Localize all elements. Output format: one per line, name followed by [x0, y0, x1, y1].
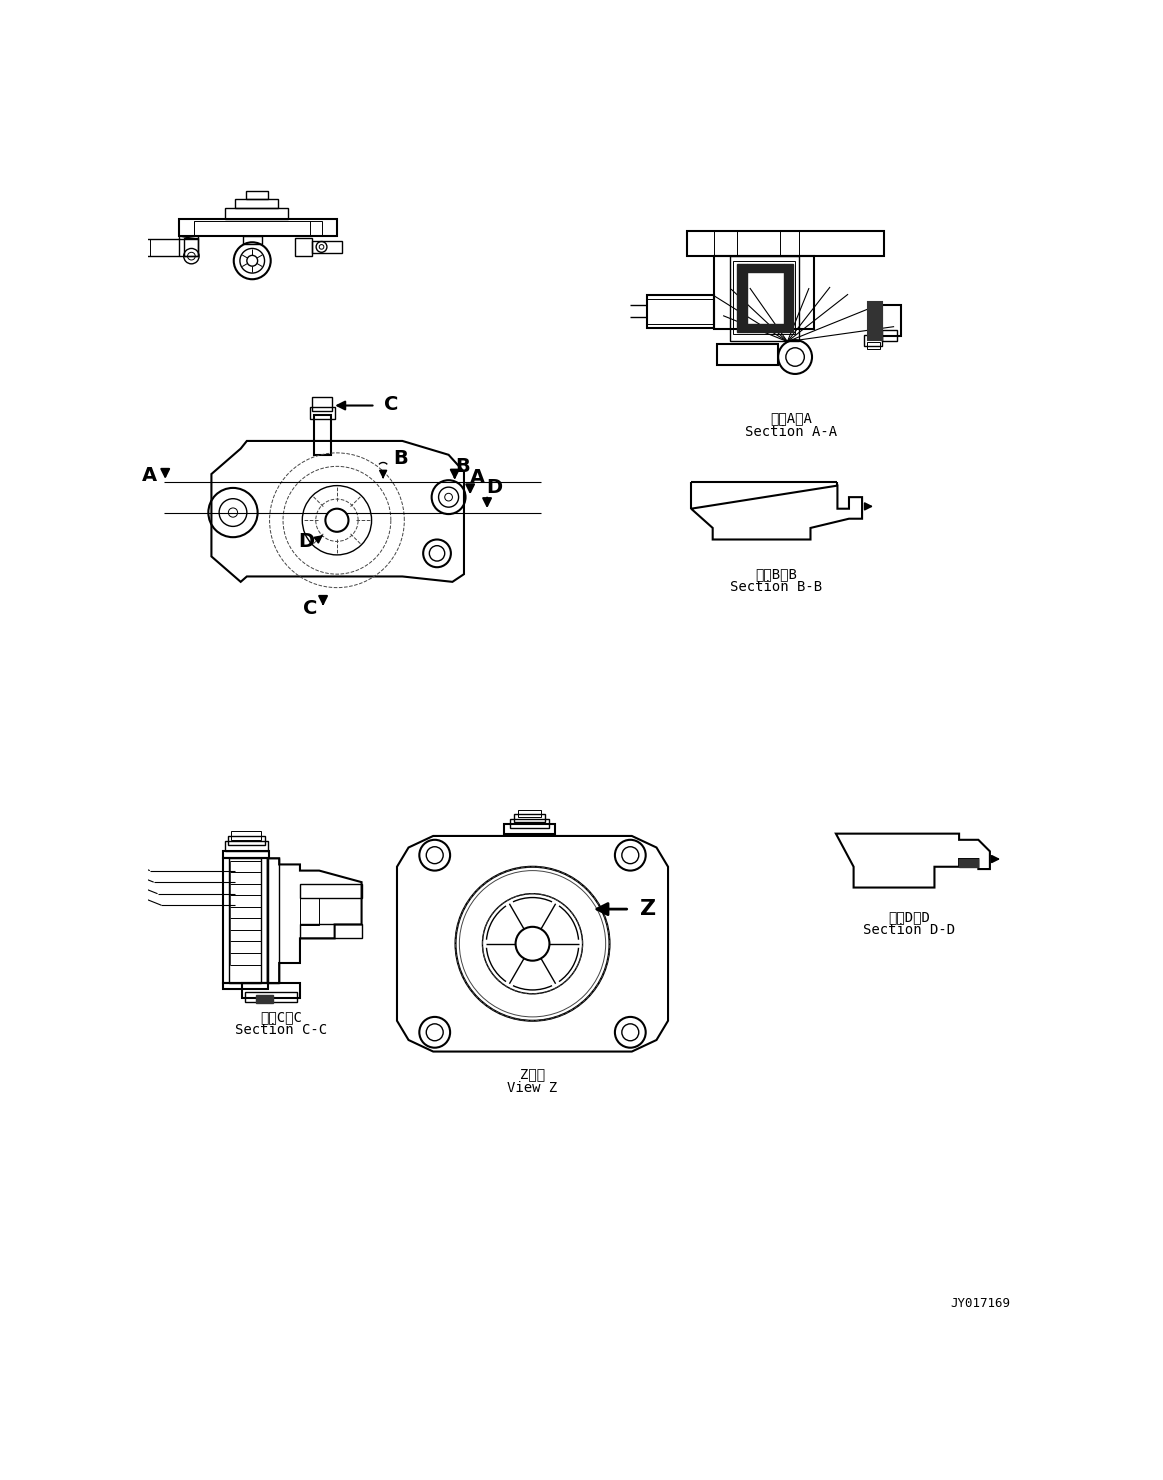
Bar — [648, 299, 714, 324]
Bar — [518, 810, 541, 817]
Bar — [243, 237, 262, 244]
Bar — [256, 996, 273, 1003]
Bar — [734, 260, 795, 334]
Bar — [267, 858, 279, 983]
Bar — [864, 336, 882, 346]
Bar — [959, 858, 978, 867]
Bar — [314, 414, 330, 454]
Bar — [737, 263, 747, 332]
Bar — [247, 191, 267, 200]
Bar — [223, 851, 269, 858]
Bar — [747, 324, 784, 332]
Bar — [714, 231, 737, 256]
Bar — [313, 397, 333, 411]
Bar — [244, 992, 297, 1002]
Text: 断面D－D: 断面D－D — [889, 910, 930, 924]
Bar — [141, 240, 199, 256]
Text: B: B — [455, 457, 470, 477]
Bar — [648, 296, 714, 327]
Bar — [300, 885, 362, 898]
Bar — [235, 200, 278, 209]
Bar — [504, 824, 555, 833]
Bar — [194, 221, 321, 234]
Bar — [784, 263, 793, 332]
Text: B: B — [393, 448, 408, 468]
Bar — [747, 263, 784, 271]
Text: Z: Z — [640, 898, 656, 919]
Bar — [511, 818, 549, 829]
Circle shape — [515, 926, 549, 961]
Text: C: C — [302, 599, 317, 619]
Bar — [869, 302, 882, 340]
Text: D: D — [487, 478, 502, 497]
Bar — [882, 330, 898, 340]
Bar — [300, 925, 362, 938]
Bar — [687, 231, 884, 256]
Bar — [242, 983, 300, 999]
Text: Section A-A: Section A-A — [745, 425, 837, 438]
Text: Section C-C: Section C-C — [235, 1023, 327, 1037]
Bar — [779, 231, 799, 256]
Bar — [866, 342, 879, 348]
Text: A: A — [470, 468, 485, 487]
Text: View Z: View Z — [507, 1080, 557, 1095]
Bar — [179, 219, 337, 237]
Text: JY017169: JY017169 — [950, 1296, 1011, 1310]
Bar — [311, 407, 335, 419]
Bar — [312, 241, 342, 253]
Bar — [716, 343, 778, 366]
Bar — [229, 858, 262, 983]
Text: C: C — [384, 395, 398, 414]
Bar — [226, 841, 267, 851]
Bar — [714, 256, 814, 329]
Text: 断面C－C: 断面C－C — [259, 1009, 301, 1024]
Bar — [514, 814, 544, 821]
Bar — [226, 209, 288, 219]
Text: Section D-D: Section D-D — [863, 924, 955, 937]
Text: Section B-B: Section B-B — [729, 580, 822, 595]
Bar — [230, 830, 262, 839]
Bar — [228, 836, 264, 845]
Circle shape — [326, 509, 349, 531]
Text: 断面A－A: 断面A－A — [770, 411, 812, 426]
Text: Z　視: Z 視 — [520, 1067, 545, 1082]
Bar — [141, 240, 150, 256]
Text: D: D — [298, 531, 314, 551]
Bar — [223, 858, 267, 983]
Bar — [294, 238, 312, 256]
Bar — [185, 238, 199, 256]
Bar — [729, 256, 799, 340]
Bar — [300, 898, 319, 925]
Text: A: A — [142, 466, 157, 485]
Bar — [223, 983, 267, 989]
Bar — [882, 305, 901, 336]
Text: 断面B－B: 断面B－B — [755, 567, 797, 582]
